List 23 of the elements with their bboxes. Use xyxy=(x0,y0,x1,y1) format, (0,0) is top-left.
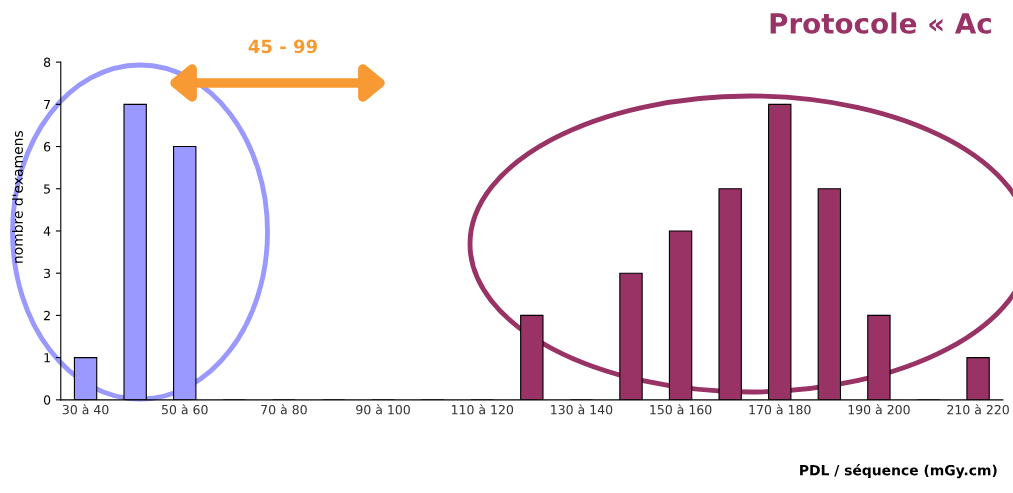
x-tick-label: 90 à 100 xyxy=(356,404,410,415)
x-tick-label: 190 à 200 xyxy=(848,404,910,415)
x-axis-title: PDL / séquence (mGy.cm) xyxy=(800,464,997,479)
x-tick-label: 170 à 180 xyxy=(749,404,811,415)
y-tick-label: 2 xyxy=(44,310,50,321)
y-axis-title: nombre d'examens xyxy=(12,130,23,263)
y-tick-label: 3 xyxy=(44,268,51,279)
x-tick-label: 30 à 40 xyxy=(62,404,109,415)
y-tick-label: 6 xyxy=(43,142,51,152)
x-tick-label: 50 à 60 xyxy=(162,404,208,415)
x-tick-label: 110 à 120 xyxy=(451,404,514,415)
y-tick-label: 8 xyxy=(43,57,51,68)
y-tick-label: 1 xyxy=(44,353,50,363)
text: 45 - 99 xyxy=(248,39,318,54)
y-tick-label: 7 xyxy=(44,99,50,110)
y-tick-label: 4 xyxy=(43,226,51,236)
y-tick-label: 5 xyxy=(44,184,50,194)
x-tick-label: 210 à 220 xyxy=(947,404,1009,415)
x-tick-label: 130 à 140 xyxy=(551,404,613,415)
x-tick-label: 70 à 80 xyxy=(261,404,307,415)
chart-title: Protocole « Ac xyxy=(770,12,991,34)
y-tick-label: 0 xyxy=(43,395,51,405)
x-tick-label: 150 à 160 xyxy=(650,404,712,415)
